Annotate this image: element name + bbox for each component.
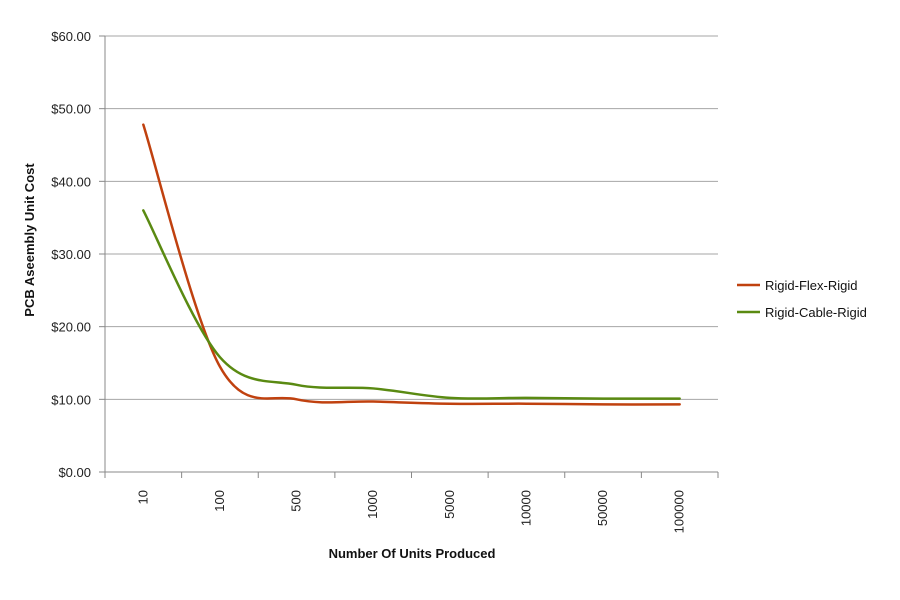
x-tick-labels: 10 100 500 1000 5000 10000 50000 100000 xyxy=(135,490,686,533)
axes xyxy=(104,36,719,478)
series-line-1 xyxy=(142,209,681,400)
legend-label: Rigid-Cable-Rigid xyxy=(765,305,867,320)
y-tick-label: $50.00 xyxy=(51,102,91,117)
y-tick-label: $40.00 xyxy=(51,174,91,189)
legend-label: Rigid-Flex-Rigid xyxy=(765,278,857,293)
x-tick-label: 500 xyxy=(289,490,304,512)
x-tick-label: 100000 xyxy=(672,490,687,533)
gridlines xyxy=(99,35,718,473)
y-tick-label: $30.00 xyxy=(51,247,91,262)
y-axis-title: PCB Aseembly Unit Cost xyxy=(22,163,37,317)
x-tick-label: 1000 xyxy=(365,490,380,519)
y-tick-label: $0.00 xyxy=(58,465,91,480)
series-line-0 xyxy=(142,123,681,406)
x-tick-label: 10000 xyxy=(518,490,533,526)
y-tick-label: $60.00 xyxy=(51,29,91,44)
x-axis-title: Number Of Units Produced xyxy=(329,546,496,561)
y-tick-label: $20.00 xyxy=(51,320,91,335)
x-tick-label: 100 xyxy=(212,490,227,512)
legend: Rigid-Flex-Rigid Rigid-Cable-Rigid xyxy=(737,278,867,320)
y-tick-labels: $0.00 $10.00 $20.00 $30.00 $40.00 $50.00 $60.0… xyxy=(51,29,91,480)
x-tick-label: 5000 xyxy=(442,490,457,519)
series-lines xyxy=(142,123,681,406)
x-tick-label: 10 xyxy=(135,490,150,504)
x-tick-label: 50000 xyxy=(595,490,610,526)
y-tick-label: $10.00 xyxy=(51,392,91,407)
